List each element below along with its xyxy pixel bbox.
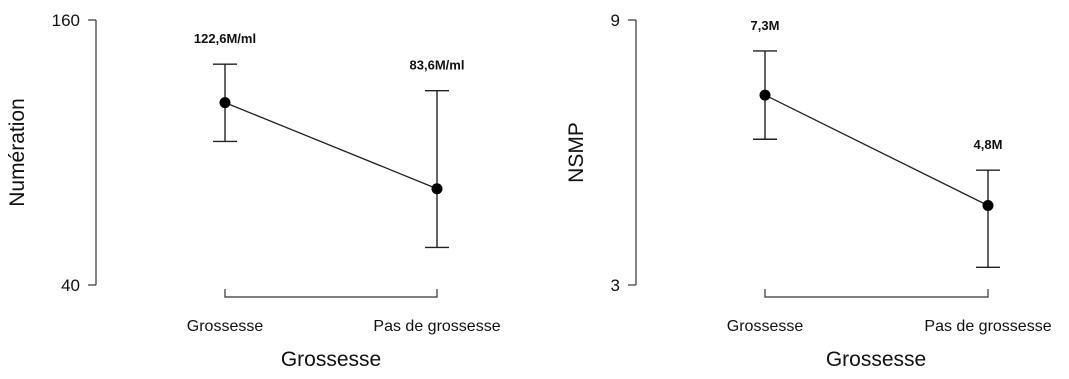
data-label: 83,6M/ml — [410, 58, 465, 73]
x-category-label: Grossesse — [727, 318, 804, 335]
y-axis-title: NSMP — [565, 122, 588, 183]
y-axis-title: Numération — [6, 98, 29, 207]
x-category-label: Grossesse — [187, 318, 264, 335]
data-point — [982, 200, 994, 211]
y-tick-label: 3 — [611, 276, 620, 295]
y-tick-label: 160 — [52, 11, 80, 30]
x-axis-title: Grossesse — [826, 348, 926, 371]
y-tick-label: 9 — [611, 11, 620, 30]
x-category-label: Pas de grossesse — [373, 318, 500, 335]
data-label: 122,6M/ml — [194, 31, 256, 46]
series-line — [764, 94, 989, 207]
x-axis-bracket — [224, 289, 438, 298]
series-line — [224, 101, 438, 190]
x-axis-title: Grossesse — [281, 348, 381, 371]
data-label: 4,8M — [974, 137, 1003, 152]
data-label: 7,3M — [751, 18, 780, 33]
data-point — [431, 183, 443, 195]
data-point — [759, 89, 771, 101]
y-tick-label: 40 — [61, 276, 80, 295]
x-axis-bracket — [764, 289, 989, 298]
data-point — [219, 97, 231, 109]
x-category-label: Pas de grossesse — [924, 318, 1051, 335]
